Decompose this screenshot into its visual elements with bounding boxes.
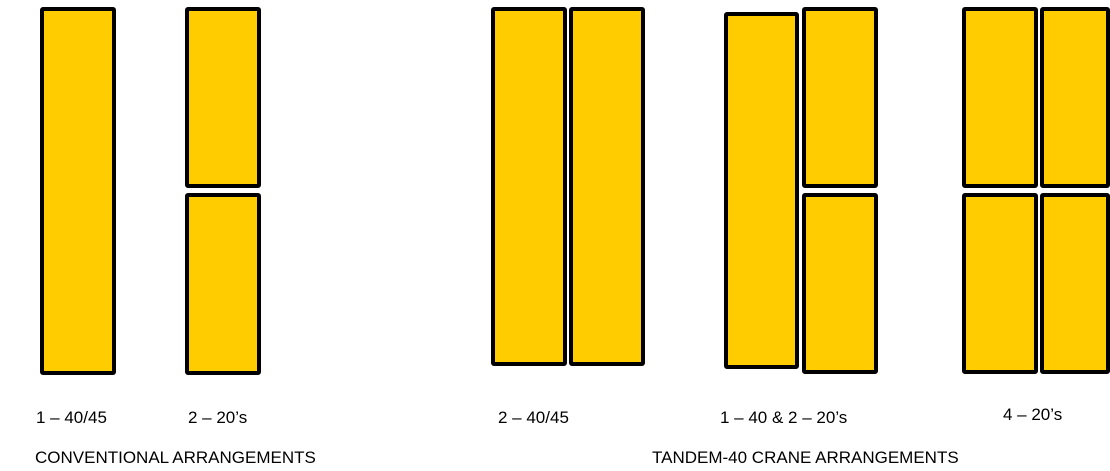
arrangement-label: 4 – 20’s — [1003, 405, 1062, 425]
arrangement-label: 1 – 40 & 2 – 20’s — [720, 408, 847, 428]
container-20ft — [1040, 7, 1110, 188]
container-20ft — [962, 193, 1038, 374]
arrangement-label: 2 – 40/45 — [498, 408, 569, 428]
group-title-conventional: CONVENTIONAL ARRANGEMENTS — [35, 448, 316, 468]
container-40ft — [569, 7, 645, 366]
container-40ft — [491, 7, 567, 366]
group-title-tandem: TANDEM-40 CRANE ARRANGEMENTS — [652, 448, 959, 468]
arrangement-label: 2 – 20’s — [188, 408, 247, 428]
container-20ft — [1040, 193, 1110, 374]
container-20ft — [802, 7, 878, 188]
container-20ft — [185, 193, 261, 375]
container-20ft — [185, 7, 261, 188]
container-20ft — [962, 7, 1038, 188]
container-40ft — [724, 12, 799, 369]
arrangement-label: 1 – 40/45 — [36, 408, 107, 428]
container-40ft — [40, 7, 116, 375]
container-20ft — [802, 193, 878, 374]
